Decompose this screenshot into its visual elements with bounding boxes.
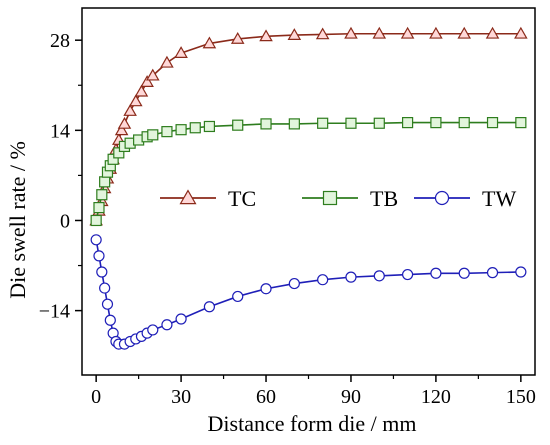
data-point-tc [344,26,358,39]
data-point-tw [288,277,300,290]
data-point-tb [401,117,414,129]
data-point-tb [430,117,442,129]
data-point-tb [175,124,187,136]
data-point-tb [288,118,300,130]
data-point-tw [486,267,499,279]
data-point-tc [230,31,245,44]
data-point-tc [114,123,129,136]
data-point-tc [174,46,188,58]
legend-item-tw: TW [414,186,516,211]
data-point-tb [260,118,272,130]
y-tick-label: −14 [39,301,70,323]
legend-label-tb: TB [370,186,398,211]
data-point-tw [175,313,187,325]
data-point-tb [345,117,357,129]
x-tick-label: 90 [341,386,361,408]
y-tick-label: 28 [50,30,70,52]
legend-label-tw: TW [482,186,516,211]
x-tick-label: 60 [256,386,276,408]
series-tb [90,117,527,227]
data-point-tw [430,267,442,279]
plot-frame [81,7,536,376]
data-point-tb [161,126,173,138]
data-point-tw [401,268,414,281]
legend-marker-tw [434,190,450,206]
data-point-tw [90,234,102,246]
series-line-tc [95,32,521,221]
data-point-tc [287,28,302,40]
data-point-tc [123,104,137,116]
data-point-tc [140,75,154,87]
data-point-tc [429,26,443,39]
data-point-tb [107,153,119,165]
data-point-tc [145,68,160,81]
legend-item-tb: TB [302,186,398,211]
data-point-tc [400,26,415,39]
data-point-tb [486,117,499,129]
y-tick-label: 14 [50,120,70,142]
data-point-tb [99,176,111,188]
data-point-tw [99,282,111,294]
data-point-tb [147,129,159,141]
x-tick-label: 120 [421,386,451,408]
data-point-tc [315,27,330,40]
data-point-tw [458,267,470,279]
data-point-tw [232,290,244,303]
data-point-tc [259,29,273,42]
data-point-tw [373,270,385,282]
legend-label-tc: TC [228,186,256,211]
data-point-tb [113,147,125,159]
data-point-tb [189,122,201,134]
data-point-tb [458,117,470,129]
legend-marker-tb [322,190,338,206]
series-tw [90,234,527,350]
data-point-tw [93,250,105,262]
data-point-tb [96,189,108,201]
data-point-tw [515,266,527,278]
data-point-tb [317,117,329,129]
data-point-tw [161,319,173,331]
data-point-tb [203,120,216,133]
data-point-tc [134,84,149,97]
data-point-tc [202,36,217,49]
data-point-tc [129,94,143,107]
data-point-tc [372,26,387,39]
data-point-tb [93,201,105,214]
data-point-tw [203,301,216,313]
data-point-tw [260,283,272,295]
data-point-tb [515,117,527,129]
y-axis-title: Die swell rate / % [5,141,30,299]
data-point-tc [117,116,132,129]
data-point-tw [101,298,114,310]
x-tick-label: 150 [506,386,536,408]
data-point-tc [457,26,472,39]
legend-item-tc: TC [160,186,256,211]
data-point-tw [317,274,329,286]
series-line-tw [95,239,521,345]
x-tick-label: 0 [91,386,101,408]
data-point-tb [232,119,244,131]
x-axis-title: Distance form die / mm [208,411,417,436]
series-line-tb [95,121,521,221]
data-point-tw [147,324,159,336]
data-point-tc [160,55,174,68]
data-point-tb [90,214,102,227]
x-tick-label: 30 [171,386,191,408]
y-tick-label: 0 [60,210,70,232]
data-point-tw [96,266,108,278]
data-point-tw [104,314,116,326]
data-point-tw [345,271,357,283]
data-point-tc [485,26,500,39]
legend-marker-tc [179,189,197,205]
data-point-tb [373,117,385,129]
data-point-tc [514,26,528,39]
